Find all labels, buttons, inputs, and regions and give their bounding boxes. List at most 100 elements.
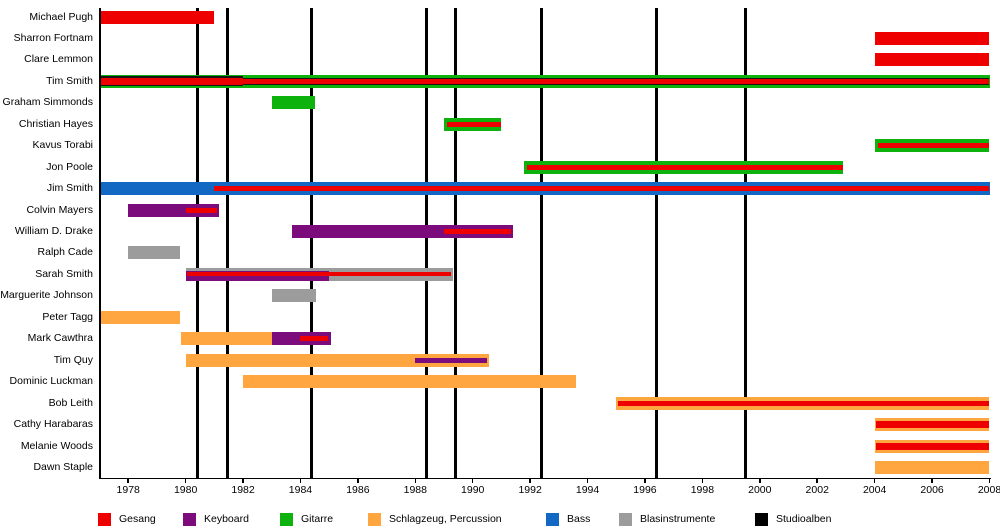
studio-album-line <box>654 8 658 478</box>
legend-swatch-bass <box>546 513 559 526</box>
member-name-label: Marguerite Johnson <box>0 289 93 302</box>
studio-album-line <box>195 8 199 478</box>
member-name-label: Mark Cawthra <box>27 332 93 345</box>
timeline-bar-gesang <box>214 186 990 192</box>
member-name-label: Michael Pugh <box>29 10 93 23</box>
member-name-label: Melanie Woods <box>20 439 93 452</box>
member-name-label: Graham Simmonds <box>2 96 93 109</box>
timeline-bar-schlagzeug <box>874 460 990 474</box>
timeline-bar-blasinstrumente <box>271 289 317 303</box>
timeline-bar-gesang <box>874 31 990 45</box>
timeline-bar-gesang <box>877 143 990 149</box>
x-axis-tick <box>816 479 818 483</box>
studio-album-line <box>743 8 747 478</box>
x-axis-tick-label: 2006 <box>920 484 944 496</box>
legend-label-schlagzeug: Schlagzeug, Percussion <box>389 513 502 525</box>
x-axis-tick-label: 2004 <box>862 484 887 496</box>
x-axis-tick-label: 1994 <box>575 484 600 496</box>
x-axis-line <box>98 477 991 479</box>
member-name-label: Christian Hayes <box>18 117 93 130</box>
member-name-label: Clare Lemmon <box>24 53 93 66</box>
x-axis-tick <box>759 479 761 483</box>
timeline-bar-gesang <box>243 78 990 84</box>
member-name-label: Jim Smith <box>46 182 93 195</box>
timeline-bar-gesang <box>99 77 244 85</box>
timeline-bar-gesang <box>876 442 990 450</box>
timeline-bar-gesang <box>876 421 990 429</box>
studio-album-line <box>540 8 544 478</box>
legend-label-keyboard: Keyboard <box>204 513 249 525</box>
studio-album-line <box>310 8 314 478</box>
timeline-bar-gesang <box>99 10 215 24</box>
timeline-bar-schlagzeug <box>243 375 577 389</box>
legend-label-studioalben: Studioalben <box>776 513 832 525</box>
x-axis-tick <box>931 479 933 483</box>
member-name-label: Kavus Torabi <box>32 139 93 152</box>
studio-album-line <box>425 8 429 478</box>
member-name-label: Peter Tagg <box>42 310 93 323</box>
legend-swatch-blasinstrumente <box>619 513 632 526</box>
x-axis-tick-label: 1996 <box>633 484 657 496</box>
x-axis-tick-label: 1984 <box>288 484 313 496</box>
legend-swatch-schlagzeug <box>368 513 381 526</box>
timeline-bar-schlagzeug <box>185 353 489 367</box>
timeline-bar-gitarre <box>271 96 315 110</box>
x-axis-tick-label: 1982 <box>231 484 255 496</box>
x-axis-tick-label: 1980 <box>173 484 198 496</box>
x-axis-tick-label: 1986 <box>346 484 370 496</box>
x-axis-tick-label: 1992 <box>518 484 542 496</box>
x-axis-tick-label: 1990 <box>461 484 485 496</box>
x-axis-tick <box>644 479 646 483</box>
x-axis-tick <box>184 479 187 483</box>
x-axis-tick <box>471 479 474 483</box>
timeline-bar-gesang <box>874 53 990 67</box>
timeline-bar-blasinstrumente <box>128 246 180 260</box>
legend-swatch-gesang <box>98 513 111 526</box>
member-name-label: Dawn Staple <box>33 460 93 473</box>
x-axis-tick <box>242 479 244 483</box>
x-axis-tick-label: 1988 <box>403 484 427 496</box>
x-axis-tick <box>414 479 417 483</box>
legend-swatch-studioalben <box>755 513 768 526</box>
timeline-bar-schlagzeug <box>99 310 180 324</box>
studio-album-line <box>225 8 229 478</box>
x-axis-tick-label: 2002 <box>805 484 829 496</box>
legend-label-bass: Bass <box>567 513 591 525</box>
member-name-label: Colvin Mayers <box>26 203 93 216</box>
legend-swatch-gitarre <box>280 513 293 526</box>
member-name-label: Bob Leith <box>48 396 93 409</box>
member-name-label: Sarah Smith <box>35 267 93 280</box>
member-name-label: Jon Poole <box>46 160 93 173</box>
member-name-label: William D. Drake <box>14 225 93 237</box>
member-name-label: Tim Smith <box>46 74 93 87</box>
legend-label-blasinstrumente: Blasinstrumente <box>640 513 716 525</box>
timeline-bar-gesang <box>617 400 990 406</box>
timeline-bar-gesang <box>527 164 844 170</box>
x-axis-tick <box>299 479 302 483</box>
x-axis-tick-label: 1978 <box>116 484 140 496</box>
x-axis-tick-label: 2000 <box>748 484 772 496</box>
member-name-label: Dominic Luckman <box>9 375 93 388</box>
timeline-bar-gesang <box>300 336 328 342</box>
studio-album-line <box>454 8 457 478</box>
legend-label-gitarre: Gitarre <box>301 513 334 525</box>
timeline-bar-keyboard <box>128 203 219 217</box>
member-name-label: Tim Quy <box>53 353 93 366</box>
legend-swatch-keyboard <box>183 513 196 526</box>
legend-label-gesang: Gesang <box>119 513 156 525</box>
x-axis-tick <box>586 479 589 483</box>
x-axis-tick <box>127 479 129 483</box>
member-name-label: Cathy Harabaras <box>13 418 93 431</box>
timeline-bar-keyboard <box>415 357 488 363</box>
x-axis-tick <box>529 479 531 483</box>
x-axis-tick <box>988 479 991 483</box>
member-name-label: Ralph Cade <box>37 246 93 259</box>
x-axis-tick <box>873 479 876 483</box>
timeline-bar-schlagzeug <box>181 332 272 346</box>
timeline-bar-gesang <box>444 229 512 234</box>
x-axis-tick <box>357 479 359 483</box>
timeline-bar-gesang <box>446 121 502 127</box>
y-axis-line <box>99 8 101 479</box>
